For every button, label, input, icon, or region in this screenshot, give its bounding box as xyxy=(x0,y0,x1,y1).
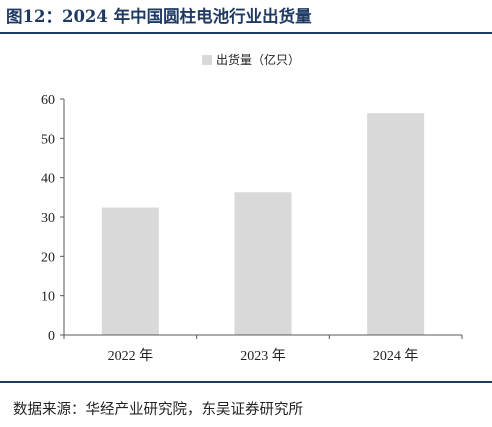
title-divider xyxy=(0,32,492,34)
x-tick-label: 2023 年 xyxy=(240,348,286,364)
y-axis: 0 10 20 30 40 50 60 xyxy=(41,93,65,344)
y-tick-label: 60 xyxy=(41,93,55,108)
bars-group xyxy=(101,113,425,335)
y-tick-label: 0 xyxy=(48,329,55,344)
x-axis: 2022 年 2023 年 2024 年 xyxy=(63,334,463,364)
y-tick-label: 20 xyxy=(41,250,55,265)
y-tick-label: 50 xyxy=(41,132,55,147)
legend-swatch xyxy=(202,55,212,65)
bar-3 xyxy=(367,113,425,335)
bar-chart: 出货量（亿只） 0 10 20 30 40 50 60 2022 年 2023 年 2024 年 xyxy=(41,52,463,364)
legend-label: 出货量（亿只） xyxy=(216,52,300,67)
bar-2 xyxy=(234,192,292,335)
y-tick-label: 40 xyxy=(41,172,55,187)
figure-title: 图12：2024 年中国圆柱电池行业出货量 xyxy=(6,7,312,26)
source-divider xyxy=(0,381,492,383)
x-tick-label: 2022 年 xyxy=(108,348,154,364)
source-note: 数据来源：华经产业研究院，东吴证券研究所 xyxy=(13,402,303,418)
y-tick-label: 10 xyxy=(41,290,55,305)
x-tick-label: 2024 年 xyxy=(373,348,419,364)
chart-legend: 出货量（亿只） xyxy=(202,52,300,67)
y-tick-label: 30 xyxy=(41,211,55,226)
bar-1 xyxy=(101,207,159,335)
